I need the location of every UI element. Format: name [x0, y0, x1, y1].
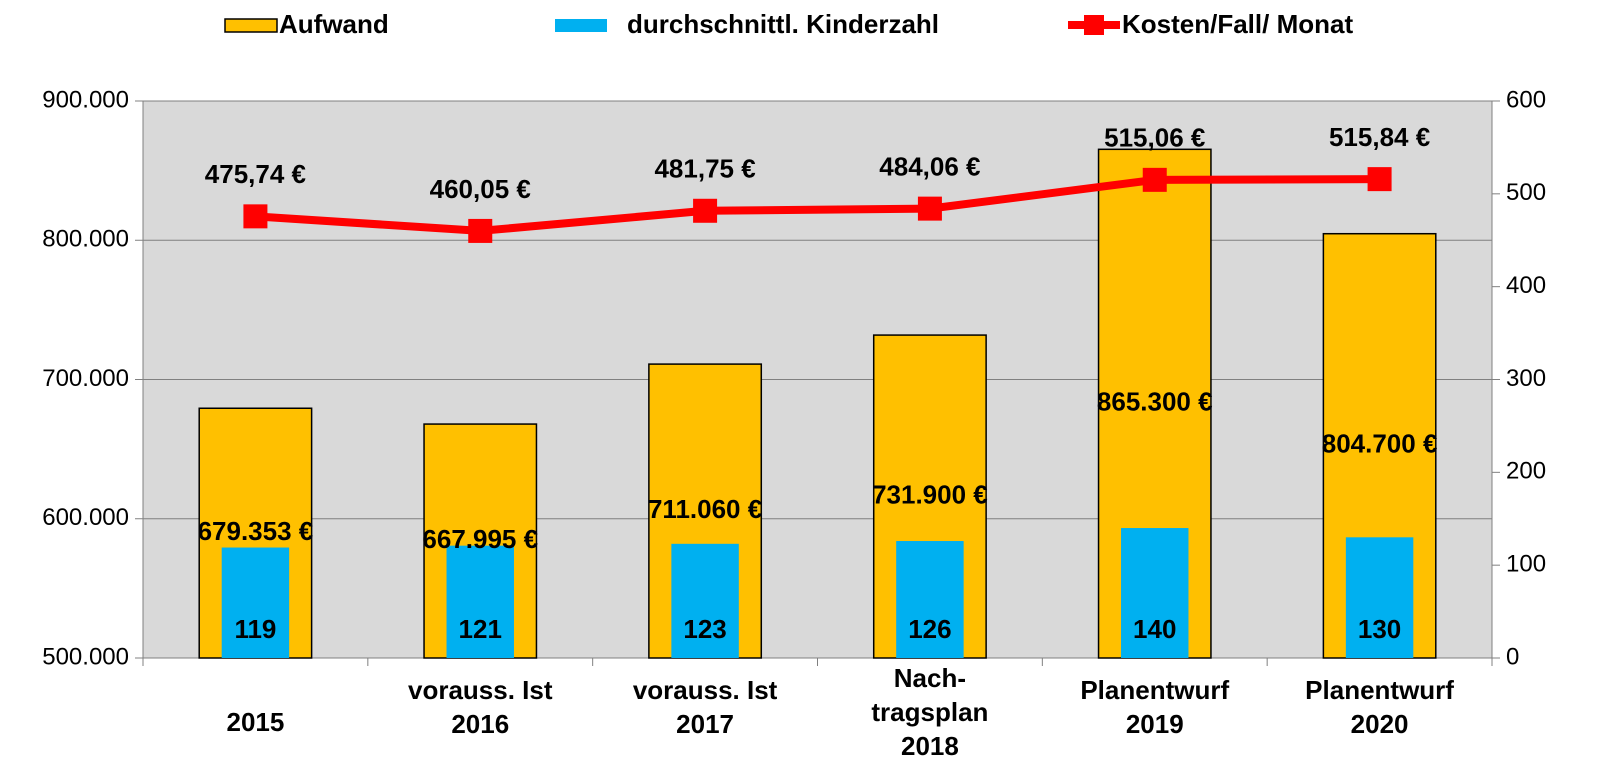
data-label: 731.900 €	[872, 479, 988, 509]
data-label: 126	[908, 614, 951, 644]
data-label: 121	[459, 614, 502, 644]
x-tick-label: Planentwurf 2019	[1080, 675, 1229, 739]
data-label: 123	[683, 614, 726, 644]
y2-tick-label: 500	[1506, 179, 1546, 206]
data-label: 711.060 €	[648, 494, 762, 524]
y2-tick-label: 400	[1506, 272, 1546, 299]
data-label: 865.300 €	[1097, 387, 1213, 417]
y2-tick-label: 0	[1506, 643, 1519, 670]
data-label: 460,05 €	[430, 174, 531, 204]
y-tick-label: 600.000	[42, 504, 129, 531]
bar	[1121, 528, 1189, 658]
legend-label: Kosten/Fall/ Monat	[1122, 9, 1353, 39]
y2-tick-label: 200	[1506, 458, 1546, 485]
data-label: 140	[1133, 614, 1176, 644]
legend-swatch	[224, 18, 278, 33]
marker	[468, 218, 493, 243]
data-label: 804.700 €	[1322, 429, 1438, 459]
marker	[1142, 167, 1167, 192]
legend-swatch	[1084, 15, 1104, 35]
y2-tick-label: 100	[1506, 551, 1546, 578]
marker	[1367, 167, 1392, 192]
data-label: 667.995 €	[422, 524, 538, 554]
legend-swatch	[555, 19, 607, 32]
x-tick-label: Planentwurf 2020	[1305, 675, 1454, 739]
bar	[671, 543, 739, 658]
data-label: 475,74 €	[205, 159, 306, 189]
data-label: 119	[234, 614, 276, 644]
bar	[896, 541, 964, 658]
data-label: 130	[1358, 614, 1401, 644]
legend-label: Aufwand	[279, 9, 389, 39]
x-tick-label: vorauss. Ist 2016	[408, 675, 553, 739]
legend-label: durchschnittl. Kinderzahl	[627, 9, 939, 39]
bar	[1345, 537, 1414, 658]
x-tick-label: vorauss. Ist 2017	[633, 675, 778, 739]
data-label: 481,75 €	[654, 154, 755, 184]
data-label: 515,06 €	[1104, 123, 1205, 153]
x-tick-label: Nach-tragsplan 2018	[871, 663, 988, 761]
y-tick-label: 800.000	[42, 226, 129, 253]
marker	[917, 196, 942, 221]
bar	[446, 545, 514, 658]
marker	[243, 204, 268, 229]
y2-tick-label: 300	[1506, 365, 1546, 392]
marker	[693, 198, 718, 223]
y-tick-label: 700.000	[42, 365, 129, 392]
data-label: 679.353 €	[198, 516, 314, 546]
bar	[221, 547, 290, 658]
data-label: 515,84 €	[1329, 122, 1430, 152]
y-tick-label: 900.000	[42, 86, 129, 113]
line	[255, 175, 1380, 235]
data-label: 484,06 €	[879, 152, 980, 182]
x-tick-label: 2015	[226, 707, 284, 737]
y2-tick-label: 600	[1506, 86, 1546, 113]
y-tick-label: 500.000	[42, 643, 129, 670]
